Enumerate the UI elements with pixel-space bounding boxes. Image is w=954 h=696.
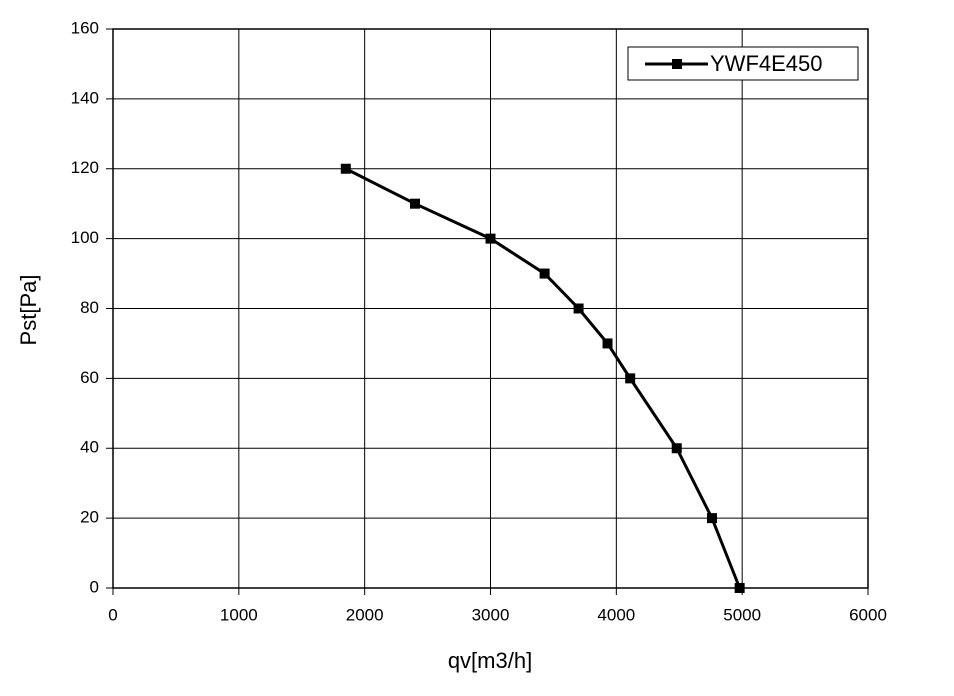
x-tick-label: 5000 — [723, 605, 761, 624]
y-tick-label: 20 — [80, 508, 99, 527]
y-tick-label: 80 — [80, 298, 99, 317]
y-tick-label: 120 — [71, 158, 99, 177]
x-tick-label: 0 — [108, 605, 117, 624]
plot-frame — [112, 28, 869, 589]
x-tick-label: 6000 — [849, 605, 887, 624]
point — [410, 198, 420, 209]
point — [625, 373, 636, 384]
point — [602, 338, 613, 349]
point — [706, 513, 717, 524]
y-tick-label: 40 — [80, 438, 99, 457]
point — [573, 303, 584, 314]
y-tick-label: 140 — [71, 88, 99, 107]
point — [671, 443, 682, 454]
x-tick-label: 2000 — [346, 605, 384, 624]
point — [734, 583, 745, 593]
y-tick-label: 100 — [71, 228, 99, 247]
x-tick-label: 4000 — [597, 605, 635, 624]
x-axis-label: qv[m3/h] — [448, 648, 532, 673]
y-axis-label: Pst[Pa] — [16, 275, 41, 346]
legend-marker — [672, 59, 682, 69]
x-tick-label: 3000 — [472, 605, 510, 624]
legend-label: YWF4E450 — [710, 51, 823, 76]
point — [539, 268, 550, 279]
point — [485, 233, 496, 244]
y-tick-label: 60 — [80, 368, 99, 387]
x-tick-label: 1000 — [220, 605, 258, 624]
series-line — [345, 167, 742, 589]
y-tick-label: 160 — [71, 18, 99, 37]
point — [340, 163, 351, 174]
y-tick-label: 0 — [90, 577, 99, 596]
